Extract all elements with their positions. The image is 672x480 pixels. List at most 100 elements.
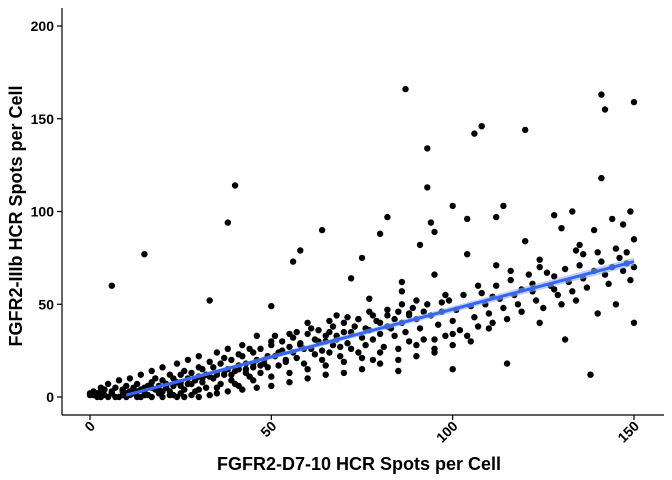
data-point	[525, 271, 532, 278]
data-point	[427, 219, 435, 226]
data-point	[594, 310, 601, 317]
data-point	[206, 391, 213, 399]
data-point	[108, 282, 116, 289]
data-point	[340, 369, 348, 377]
data-point	[445, 297, 453, 304]
data-point	[351, 323, 358, 330]
data-point	[536, 256, 543, 263]
data-point	[188, 369, 195, 377]
data-point	[478, 289, 485, 297]
data-point	[561, 265, 569, 273]
data-point	[485, 325, 493, 332]
data-point	[246, 345, 253, 352]
data-point	[152, 375, 159, 382]
data-point	[304, 366, 311, 373]
data-point	[554, 291, 561, 299]
data-point	[137, 371, 144, 378]
data-point	[376, 230, 384, 237]
data-point	[239, 341, 246, 349]
data-point	[297, 247, 304, 254]
data-point	[402, 85, 409, 93]
data-point	[583, 284, 591, 291]
data-point	[104, 380, 112, 388]
data-point	[181, 367, 188, 375]
data-point	[420, 308, 427, 315]
y-tick-label: 200	[31, 18, 55, 34]
data-point	[221, 354, 228, 362]
data-point	[616, 254, 623, 262]
data-point	[318, 356, 326, 364]
data-point	[304, 375, 311, 382]
data-point	[590, 226, 598, 234]
data-point	[409, 304, 416, 312]
data-point	[424, 301, 431, 308]
data-point	[133, 380, 141, 388]
data-point	[333, 312, 340, 319]
data-point	[630, 319, 638, 326]
data-point	[572, 297, 580, 304]
data-point	[202, 384, 210, 391]
data-point	[627, 208, 634, 215]
data-point	[395, 345, 402, 352]
data-point	[231, 182, 239, 189]
data-point	[195, 393, 202, 401]
data-point	[449, 366, 456, 373]
data-point	[326, 317, 333, 325]
y-tick-label: 150	[31, 111, 55, 127]
data-point	[141, 391, 148, 399]
data-point	[369, 336, 377, 343]
data-point	[115, 377, 123, 384]
data-point	[126, 375, 134, 382]
data-point	[424, 184, 431, 191]
data-point	[576, 262, 583, 269]
data-point	[213, 384, 221, 391]
data-point	[402, 328, 409, 336]
data-point	[493, 262, 500, 269]
data-point	[206, 297, 213, 304]
data-point	[384, 312, 391, 319]
data-point	[543, 269, 551, 276]
data-point	[206, 358, 213, 365]
data-point	[561, 336, 569, 343]
data-point	[257, 369, 264, 377]
data-point	[340, 319, 348, 326]
data-point	[442, 332, 449, 339]
data-point	[424, 145, 431, 152]
data-point	[449, 330, 456, 338]
data-point	[311, 351, 319, 358]
data-point	[471, 314, 478, 321]
data-point	[569, 288, 576, 295]
data-point	[358, 366, 366, 373]
data-point	[391, 332, 398, 339]
data-point	[268, 302, 275, 310]
data-point	[358, 254, 366, 262]
data-point	[355, 315, 362, 323]
data-point	[210, 364, 217, 371]
data-point	[250, 377, 257, 384]
data-point	[431, 228, 438, 236]
data-point	[286, 369, 293, 377]
data-point	[413, 353, 420, 360]
data-point	[366, 295, 373, 302]
data-point	[293, 328, 300, 336]
data-point	[141, 251, 148, 258]
data-point	[101, 386, 108, 393]
data-point	[474, 323, 482, 330]
data-point	[115, 393, 123, 401]
data-point	[322, 332, 329, 339]
data-point	[420, 336, 427, 343]
data-point	[514, 301, 522, 308]
data-point	[231, 380, 239, 388]
trend-layer	[125, 257, 635, 397]
data-point	[442, 291, 449, 299]
data-point	[416, 241, 424, 249]
data-point	[318, 347, 326, 354]
data-point	[217, 360, 224, 367]
data-point	[594, 249, 601, 256]
data-point	[467, 338, 474, 345]
data-point	[384, 213, 391, 221]
data-point	[598, 174, 605, 182]
data-point	[347, 275, 355, 282]
data-point	[326, 349, 333, 356]
data-point	[384, 306, 391, 313]
